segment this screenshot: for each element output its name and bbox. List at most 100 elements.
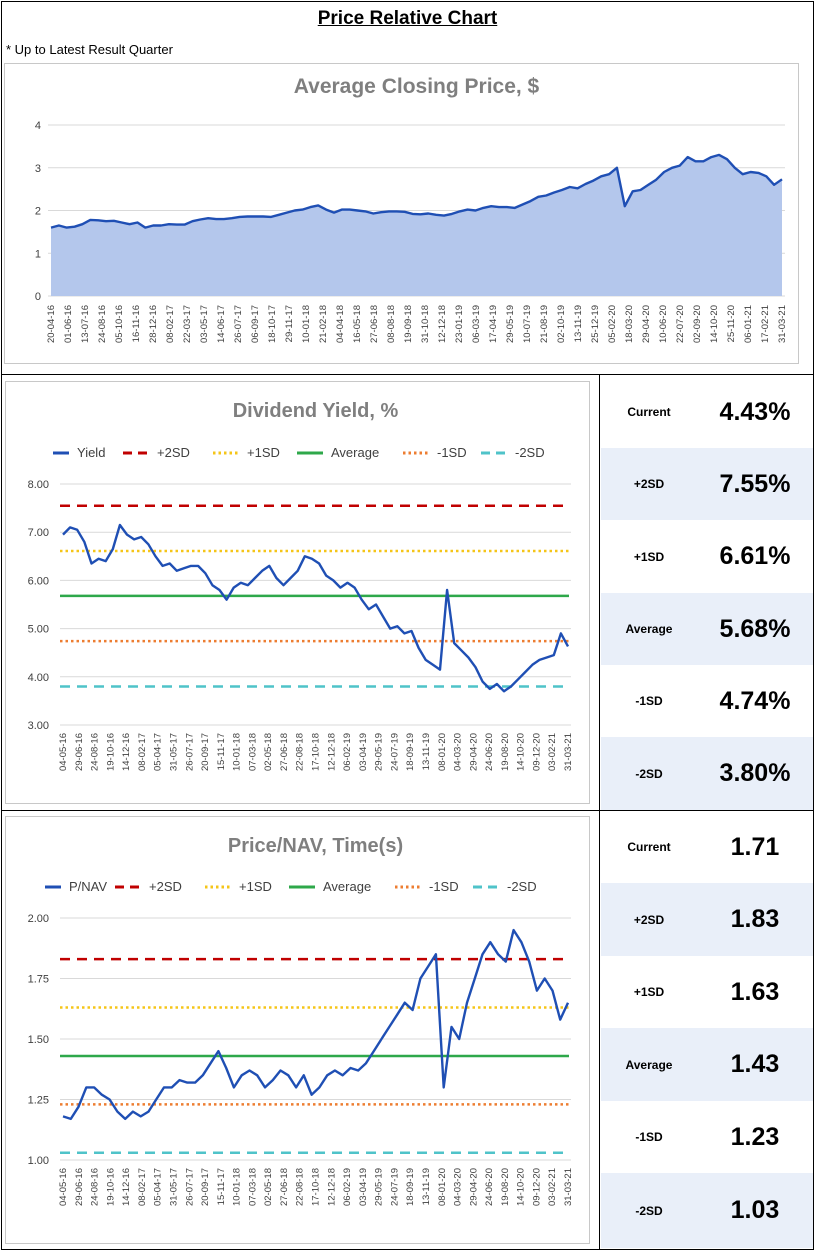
page-note: * Up to Latest Result Quarter <box>6 42 173 57</box>
x-tick-label: 29-05-19 <box>374 733 385 771</box>
stat-label: +2SD <box>633 477 665 491</box>
stat-label: -1SD <box>635 694 663 708</box>
stat-value: 1.63 <box>730 977 780 1006</box>
y-tick-label: 4.00 <box>28 672 49 684</box>
x-tick-label: 04-05-16 <box>58 1168 69 1206</box>
x-tick-label: 27-06-18 <box>279 733 290 771</box>
x-tick-label: 12-12-18 <box>437 305 448 343</box>
x-tick-label: 29-04-20 <box>468 733 479 771</box>
x-tick-label: 29-05-19 <box>374 1168 385 1206</box>
stat-label: Average <box>625 622 673 636</box>
yield-stat-current: Current 4.43% <box>601 376 813 448</box>
x-tick-label: 24-08-16 <box>90 1168 101 1206</box>
x-tick-label: 14-10-20 <box>516 733 527 771</box>
x-tick-label: 10-01-18 <box>232 733 243 771</box>
x-tick-label: 22-07-20 <box>675 305 686 343</box>
stat-value: 4.43% <box>719 397 791 426</box>
legend-label-plus1sd: +1SD <box>239 879 272 894</box>
x-tick-label: 13-11-19 <box>421 1168 432 1205</box>
x-tick-label: 18-09-19 <box>405 1168 416 1206</box>
x-tick-label: 18-09-19 <box>405 733 416 771</box>
x-tick-label: 09-12-20 <box>531 1168 542 1206</box>
x-tick-label: 16-05-18 <box>352 305 363 343</box>
x-tick-label: 08-02-17 <box>137 1168 148 1206</box>
x-tick-label: 24-06-20 <box>484 733 495 771</box>
pnav-stat-current: Current 1.71 <box>601 811 813 883</box>
x-tick-label: 31-03-21 <box>563 733 574 771</box>
yield-stat-average: Average 5.68% <box>601 593 813 665</box>
series-line <box>62 523 570 693</box>
stat-label: -2SD <box>635 1203 663 1218</box>
stat-value: 1.83 <box>730 905 780 933</box>
x-tick-label: 29-04-20 <box>641 305 652 343</box>
y-tick-label: 1.50 <box>28 1034 49 1046</box>
x-tick-label: 18-03-20 <box>624 305 635 343</box>
y-tick-label: 2 <box>35 206 41 218</box>
x-tick-label: 06-02-19 <box>342 1168 353 1206</box>
x-tick-label: 19-08-20 <box>500 733 511 771</box>
x-tick-label: 25-12-19 <box>590 305 601 343</box>
y-tick-label: 5.00 <box>28 624 49 636</box>
pnav-stat-minus1sd: -1SD 1.23 <box>601 1101 813 1173</box>
yield-stat-minus2sd: -2SD 3.80% <box>601 737 813 810</box>
legend-label-yield: Yield <box>77 445 105 460</box>
x-tick-label: 24-06-20 <box>484 1168 495 1206</box>
x-tick-label: 20-04-16 <box>46 305 57 343</box>
y-tick-label: 1.00 <box>28 1155 49 1167</box>
x-tick-label: 31-10-18 <box>420 305 431 343</box>
x-tick-label: 05-04-17 <box>153 1168 164 1206</box>
x-tick-label: 03-02-21 <box>547 1168 558 1206</box>
x-tick-label: 10-06-20 <box>658 305 669 343</box>
yield-stat-plus2sd: +2SD 7.55% <box>601 448 813 520</box>
x-tick-label: 05-02-20 <box>607 305 618 343</box>
x-tick-label: 26-07-17 <box>184 733 195 771</box>
stat-label: +1SD <box>633 985 665 999</box>
x-tick-label: 27-06-18 <box>279 1168 290 1206</box>
x-tick-label: 14-10-20 <box>709 305 720 343</box>
y-tick-label: 3.00 <box>28 720 49 732</box>
x-tick-label: 24-08-16 <box>97 305 108 343</box>
x-tick-label: 31-03-21 <box>563 1168 574 1206</box>
x-tick-label: 08-02-17 <box>165 305 176 343</box>
series-line <box>50 153 783 229</box>
x-tick-label: 04-04-18 <box>335 305 346 343</box>
x-tick-label: 19-10-16 <box>105 1168 116 1206</box>
stat-value: 7.55% <box>719 469 791 498</box>
legend-label-plus2sd: +2SD <box>157 445 190 460</box>
x-tick-label: 05-04-17 <box>153 733 164 771</box>
page-title: Price Relative Chart <box>317 8 498 29</box>
x-tick-label: 03-04-19 <box>358 733 369 771</box>
legend-label-average: Average <box>331 445 379 460</box>
stat-value: 1.23 <box>730 1122 780 1151</box>
x-tick-label: 19-08-20 <box>500 1168 511 1206</box>
x-tick-label: 03-05-17 <box>199 305 210 343</box>
x-tick-label: 19-09-18 <box>403 305 414 343</box>
x-tick-label: 31-05-17 <box>168 1168 179 1206</box>
x-tick-label: 05-10-16 <box>114 305 125 343</box>
y-tick-label: 2.00 <box>28 913 49 925</box>
x-tick-label: 04-03-20 <box>453 733 464 771</box>
x-tick-label: 13-11-19 <box>573 305 584 342</box>
legend-label-p-nav: P/NAV <box>69 879 107 894</box>
stat-label: -1SD <box>635 1130 663 1144</box>
x-tick-label: 22-03-17 <box>182 305 193 343</box>
x-tick-label: 19-10-16 <box>105 733 116 771</box>
x-tick-label: 10-01-18 <box>301 305 312 343</box>
x-tick-label: 04-05-16 <box>58 733 69 771</box>
stat-label: +1SD <box>633 549 665 564</box>
section-divider-2 <box>1 810 813 811</box>
x-tick-label: 17-04-19 <box>488 305 499 343</box>
y-tick-label: 1.75 <box>28 974 49 986</box>
x-tick-label: 15-11-17 <box>216 733 227 770</box>
x-tick-label: 25-11-20 <box>726 305 737 342</box>
stat-value: 1.71 <box>730 832 780 861</box>
x-tick-label: 24-07-19 <box>389 1168 400 1206</box>
yield-stat-minus1sd: -1SD 4.74% <box>601 665 813 737</box>
legend-label-minus2sd: -2SD <box>515 445 545 460</box>
stat-value: 3.80% <box>719 759 791 787</box>
x-tick-label: 07-03-18 <box>247 1168 258 1206</box>
x-tick-label: 17-10-18 <box>311 1168 322 1206</box>
y-tick-label: 1 <box>35 248 41 260</box>
x-tick-label: 27-06-18 <box>369 305 380 343</box>
